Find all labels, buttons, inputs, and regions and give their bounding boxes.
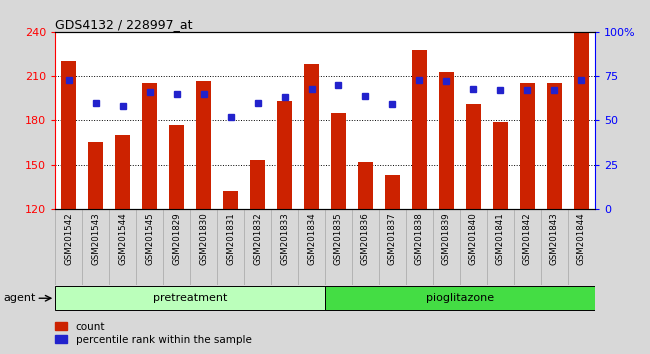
Text: GSM201839: GSM201839 xyxy=(442,213,451,265)
Bar xyxy=(466,104,481,209)
Text: GSM201542: GSM201542 xyxy=(64,213,73,266)
Bar xyxy=(61,61,76,209)
Text: pretreatment: pretreatment xyxy=(153,293,228,303)
Text: GSM201544: GSM201544 xyxy=(118,213,127,266)
Text: agent: agent xyxy=(3,293,36,303)
Bar xyxy=(574,32,589,209)
Bar xyxy=(55,286,325,310)
Text: GSM201834: GSM201834 xyxy=(307,213,316,266)
Bar xyxy=(493,122,508,209)
Bar xyxy=(250,160,265,209)
Text: GSM201844: GSM201844 xyxy=(577,213,586,266)
Bar xyxy=(169,125,184,209)
Bar xyxy=(520,84,535,209)
Bar xyxy=(277,101,292,209)
Bar xyxy=(331,113,346,209)
Text: GSM201543: GSM201543 xyxy=(91,213,100,266)
Text: GSM201829: GSM201829 xyxy=(172,213,181,265)
Text: GSM201545: GSM201545 xyxy=(145,213,154,266)
Bar xyxy=(142,84,157,209)
Legend: count, percentile rank within the sample: count, percentile rank within the sample xyxy=(51,317,255,349)
Text: pioglitazone: pioglitazone xyxy=(426,293,494,303)
Bar xyxy=(439,72,454,209)
Text: GSM201842: GSM201842 xyxy=(523,213,532,266)
Text: GSM201840: GSM201840 xyxy=(469,213,478,266)
Text: GSM201837: GSM201837 xyxy=(388,213,397,266)
Bar xyxy=(115,135,130,209)
Text: GSM201830: GSM201830 xyxy=(199,213,208,266)
Bar xyxy=(358,162,373,209)
Text: GDS4132 / 228997_at: GDS4132 / 228997_at xyxy=(55,18,193,31)
Bar xyxy=(196,80,211,209)
Bar xyxy=(547,84,562,209)
Text: GSM201832: GSM201832 xyxy=(253,213,262,266)
Text: GSM201841: GSM201841 xyxy=(496,213,505,266)
Text: GSM201838: GSM201838 xyxy=(415,213,424,266)
Bar xyxy=(88,143,103,209)
Bar xyxy=(385,175,400,209)
Bar xyxy=(223,191,238,209)
Bar xyxy=(412,50,427,209)
Text: GSM201833: GSM201833 xyxy=(280,213,289,266)
Text: GSM201836: GSM201836 xyxy=(361,213,370,266)
Bar xyxy=(325,286,595,310)
Text: GSM201843: GSM201843 xyxy=(550,213,559,266)
Bar xyxy=(304,64,319,209)
Text: GSM201831: GSM201831 xyxy=(226,213,235,266)
Text: GSM201835: GSM201835 xyxy=(334,213,343,266)
